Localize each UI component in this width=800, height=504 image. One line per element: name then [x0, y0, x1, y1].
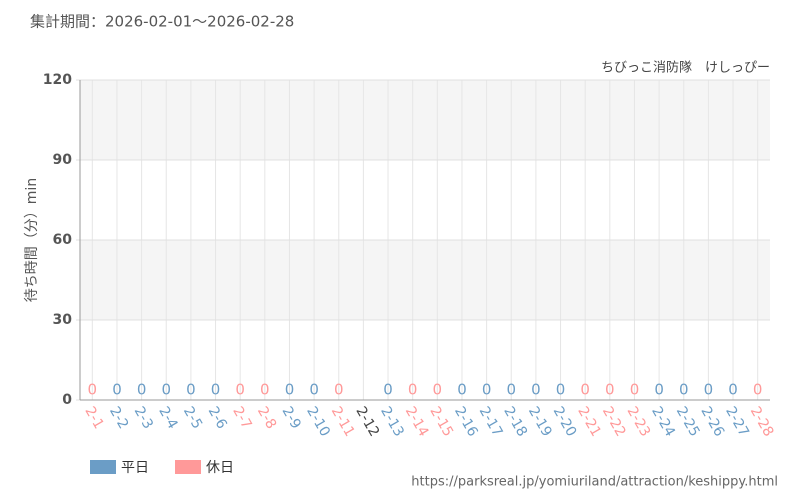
x-tick-label: 2-7: [229, 404, 254, 432]
grid-band: [80, 240, 770, 320]
x-tick-label: 2-19: [525, 404, 555, 440]
x-tick-label: 2-3: [131, 404, 156, 432]
x-tick-label: 2-28: [747, 404, 777, 440]
legend-swatch: [175, 460, 201, 474]
data-label: 0: [137, 381, 147, 399]
x-tick-label: 2-23: [624, 404, 654, 440]
grid-band: [80, 80, 770, 160]
x-tick-label: 2-27: [722, 404, 752, 440]
data-label: 0: [753, 381, 763, 399]
x-tick-label: 2-5: [180, 404, 205, 432]
data-label: 0: [309, 381, 319, 399]
data-label: 0: [506, 381, 516, 399]
data-label: 0: [728, 381, 738, 399]
data-label: 0: [235, 381, 245, 399]
y-tick-label: 90: [53, 152, 73, 168]
x-tick-label: 2-12: [352, 404, 382, 440]
x-tick-label: 2-13: [377, 404, 407, 440]
data-label: 0: [704, 381, 714, 399]
x-tick-label: 2-11: [328, 404, 358, 440]
x-tick-label: 2-8: [254, 404, 279, 432]
x-tick-label: 2-16: [451, 404, 481, 440]
x-tick-label: 2-20: [550, 404, 580, 440]
data-label: 0: [112, 381, 122, 399]
data-label: 0: [88, 381, 98, 399]
data-label: 0: [605, 381, 615, 399]
data-label: 0: [408, 381, 418, 399]
y-tick-label: 0: [62, 392, 72, 408]
y-tick-label: 120: [43, 72, 72, 88]
x-tick-label: 2-21: [574, 404, 604, 440]
x-tick-label: 2-4: [155, 404, 180, 432]
data-label: 0: [211, 381, 221, 399]
x-tick-label: 2-15: [426, 404, 456, 440]
x-tick-label: 2-26: [697, 404, 727, 440]
data-label: 0: [383, 381, 393, 399]
data-label: 0: [556, 381, 566, 399]
data-label: 0: [580, 381, 590, 399]
y-tick-label: 30: [53, 312, 73, 328]
data-label: 0: [457, 381, 467, 399]
y-tick-label: 60: [53, 232, 73, 248]
chart-subtitle: ちびっこ消防隊 けしっぴー: [601, 60, 770, 76]
data-label: 0: [654, 381, 664, 399]
x-tick-label: 2-14: [402, 404, 432, 440]
x-tick-label: 2-22: [599, 404, 629, 440]
x-tick-label: 2-25: [673, 404, 703, 440]
x-tick-label: 2-2: [106, 404, 131, 432]
data-label: 0: [285, 381, 295, 399]
chart-title: 集計期間：2026-02-01～2026-02-28: [30, 13, 294, 31]
data-label: 0: [630, 381, 640, 399]
x-tick-label: 2-10: [303, 404, 333, 440]
x-tick-label: 2-9: [279, 404, 304, 432]
x-tick-label: 2-18: [500, 404, 530, 440]
legend-label: 休日: [206, 460, 234, 476]
legend-swatch: [90, 460, 116, 474]
data-label: 0: [334, 381, 344, 399]
x-tick-label: 2-17: [476, 404, 506, 440]
data-label: 0: [482, 381, 492, 399]
y-axis-label: 待ち時間（分）min: [24, 178, 40, 302]
x-tick-label: 2-6: [205, 404, 230, 432]
x-tick-label: 2-1: [81, 404, 106, 432]
data-label: 0: [260, 381, 270, 399]
legend-label: 平日: [121, 460, 149, 476]
data-label: 0: [161, 381, 171, 399]
data-label: 0: [679, 381, 689, 399]
data-label: 0: [531, 381, 541, 399]
source: https://parksreal.jp/yomiuriland/attract…: [411, 475, 778, 490]
data-label: 0: [186, 381, 196, 399]
x-tick-label: 2-24: [648, 404, 678, 440]
data-label: 0: [433, 381, 443, 399]
